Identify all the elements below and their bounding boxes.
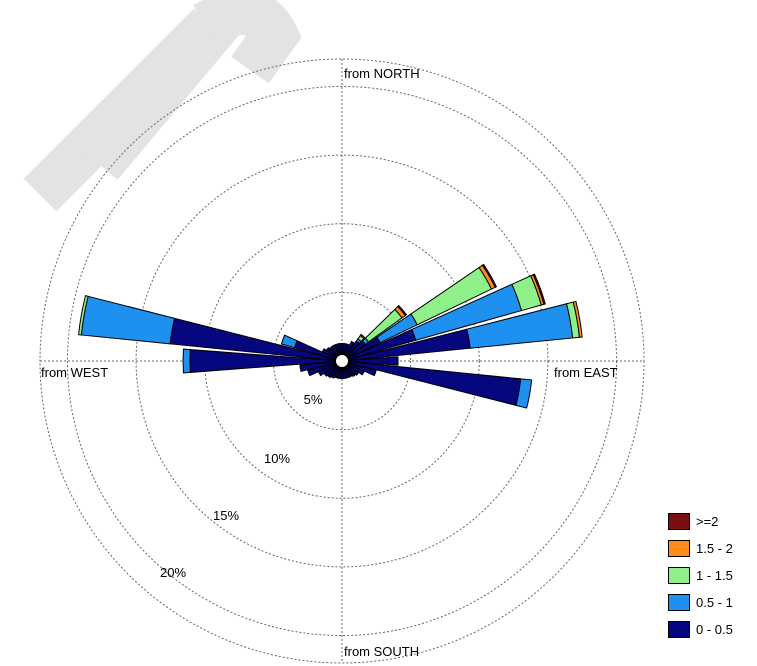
- wind-rose-petals: [78, 263, 583, 409]
- ring-label-10: 10%: [264, 451, 290, 466]
- petal-240-bin-4: [318, 363, 337, 377]
- petal-70-bin-0: [532, 273, 546, 305]
- direction-label-west: from WEST: [41, 365, 108, 380]
- legend-label: >=2: [696, 514, 719, 529]
- petal-80-bin-1: [572, 300, 583, 338]
- legend-item-0-0.5: 0 - 0.5: [668, 616, 733, 643]
- legend-swatch: [668, 621, 690, 638]
- petal-310-bin-4: [325, 347, 337, 358]
- legend-label: 1 - 1.5: [696, 568, 733, 583]
- petal-60-bin-0: [481, 263, 498, 288]
- direction-label-east: from EAST: [554, 365, 618, 380]
- axis-labels: from NORTH from EAST from SOUTH from WES…: [41, 66, 618, 659]
- ring-label-20: 20%: [160, 565, 186, 580]
- petal-100-bin-3: [515, 378, 533, 409]
- legend-swatch: [668, 540, 690, 557]
- legend-item-0.5-1: 0.5 - 1: [668, 589, 733, 616]
- direction-label-north: from NORTH: [344, 66, 420, 81]
- legend-item-1.5-2: 1.5 - 2: [668, 535, 733, 562]
- legend-swatch: [668, 567, 690, 584]
- legend-label: 1.5 - 2: [696, 541, 733, 556]
- ring-label-15: 15%: [213, 508, 239, 523]
- legend-swatch: [668, 594, 690, 611]
- legend: >=2 1.5 - 2 1 - 1.5 0.5 - 1 0 - 0.5: [668, 508, 733, 643]
- petal-30-bin-4: [344, 340, 355, 356]
- petal-270-bin-3: [182, 348, 191, 374]
- petal-50-bin-0: [397, 304, 408, 317]
- legend-label: 0.5 - 1: [696, 595, 733, 610]
- center-calm-circle: [334, 353, 350, 369]
- petal-100-bin-4: [349, 361, 522, 406]
- ring-label-5: 5%: [304, 392, 323, 407]
- petal-90-bin-4: [349, 356, 399, 366]
- petal-290-bin-3: [280, 334, 298, 349]
- petal-140-bin-4: [345, 366, 356, 378]
- grid-ring-10: [204, 223, 480, 499]
- legend-item-1-1.5: 1 - 1.5: [668, 562, 733, 589]
- petal-300-bin-4: [321, 348, 337, 359]
- legend-item-ge2: >=2: [668, 508, 733, 535]
- petal-120-bin-4: [347, 363, 365, 376]
- petal-130-bin-4: [347, 364, 360, 376]
- legend-label: 0 - 0.5: [696, 622, 733, 637]
- direction-label-south: from SOUTH: [344, 644, 419, 659]
- legend-swatch: [668, 513, 690, 530]
- petal-280-bin-3: [80, 295, 176, 345]
- petal-280-bin-2: [78, 295, 89, 336]
- grid-ring-5: [272, 291, 412, 431]
- petal-40-bin-1: [359, 333, 366, 340]
- petal-230-bin-4: [323, 364, 337, 377]
